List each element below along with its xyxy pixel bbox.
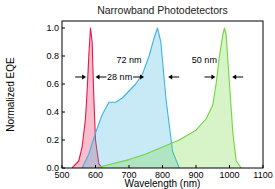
- annotation-arrow: [133, 77, 141, 78]
- x-tick: [196, 165, 197, 168]
- annotation-arrow-head: [232, 75, 236, 80]
- annotation-arrow: [99, 77, 107, 78]
- x-tick: [229, 165, 230, 168]
- x-tick-label: 1100: [253, 170, 272, 180]
- x-tick: [129, 165, 130, 168]
- annotation-arrow: [171, 77, 179, 78]
- annotation-arrow: [204, 77, 212, 78]
- y-tick: [62, 28, 65, 29]
- series-area: [96, 28, 242, 168]
- y-tick-label: 0.0: [46, 163, 59, 173]
- annotation-arrow-head: [168, 75, 172, 80]
- annotation-arrow-head: [211, 75, 215, 80]
- y-tick: [62, 84, 65, 85]
- y-tick-label: 0.6: [46, 79, 59, 89]
- y-tick-label: 1.0: [46, 23, 59, 33]
- annotation-text: 72 nm: [116, 55, 141, 65]
- annotation-arrow: [75, 77, 83, 78]
- plot-area: [72, 28, 241, 168]
- annotation-arrow-head: [96, 75, 100, 80]
- x-axis-label: Wavelength (nm): [125, 178, 201, 189]
- y-tick: [62, 112, 65, 113]
- y-tick-label: 0.2: [46, 135, 59, 145]
- y-tick: [62, 56, 65, 57]
- series-line: [96, 28, 242, 168]
- y-axis-label: Normalized EQE: [5, 57, 16, 132]
- annotation-text: 50 nm: [192, 55, 217, 65]
- y-tick-label: 0.4: [46, 107, 59, 117]
- annotation-text: 28 nm: [107, 72, 132, 82]
- title: Narrowband Photodetectors: [97, 4, 228, 16]
- y-tick-label: 0.8: [46, 51, 59, 61]
- y-tick: [62, 168, 65, 169]
- plot-frame: [62, 21, 263, 168]
- chart: Narrowband Photodetectors500600700800900…: [0, 0, 275, 189]
- annotation-arrow-head: [140, 75, 144, 80]
- annotation-arrow-head: [82, 75, 86, 80]
- x-tick: [263, 165, 264, 168]
- x-tick-label: 1000: [219, 170, 239, 180]
- annotation-arrow: [235, 77, 243, 78]
- x-tick-label: 600: [88, 170, 103, 180]
- y-tick: [62, 140, 65, 141]
- x-tick: [162, 165, 163, 168]
- x-tick: [95, 165, 96, 168]
